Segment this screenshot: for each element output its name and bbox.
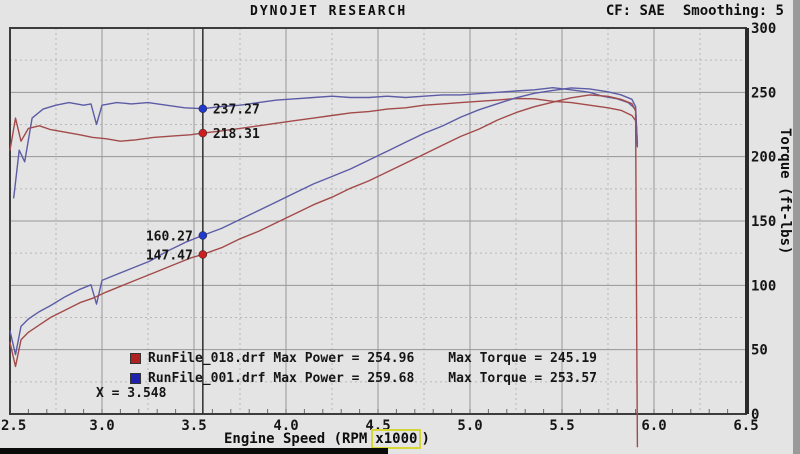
series-curve-runfile-018-power <box>9 94 639 448</box>
x-tick-label: 5.5 <box>549 418 574 434</box>
x-axis-label-text: Engine Speed (RPM <box>224 431 368 447</box>
x-axis-label: Engine Speed (RPM x1000) <box>224 429 430 449</box>
cursor-marker-runfile-001-torque <box>198 104 208 113</box>
x-axis-label-close: ) <box>421 431 430 447</box>
y-tick-label: 50 <box>751 343 768 359</box>
y-tick-label: 250 <box>751 85 776 101</box>
legend-max-power: Max Power = 259.68 <box>273 370 415 386</box>
x-tick-label: 5.0 <box>457 418 482 434</box>
correction-settings: CF: SAE Smoothing: 5 <box>606 3 784 19</box>
y-tick-label: 150 <box>751 214 776 230</box>
x-axis-label-highlight: x1000 <box>371 429 422 449</box>
x-tick-label: 3.0 <box>89 418 114 434</box>
legend-row-runfile-001: RunFile_001.drf Max Power = 259.68 Max T… <box>130 368 597 388</box>
y-axis-label-torque: Torque (ft-lbs) <box>777 128 793 255</box>
x-tick-label: 4.0 <box>273 418 298 434</box>
cursor-readout-value-runfile-001-torque: 237.27 <box>213 103 260 118</box>
legend-swatch-red <box>130 352 141 364</box>
y-tick-label: 200 <box>751 150 776 166</box>
page-title: DYNOJET RESEARCH <box>250 4 408 19</box>
cf-label: CF: SAE <box>605 3 665 19</box>
cursor-readout-value-runfile-018-power: 147.47 <box>146 248 193 263</box>
legend-row-runfile-018: RunFile_018.drf Max Power = 254.96 Max T… <box>130 348 597 368</box>
x-tick-label: 6.5 <box>733 418 758 434</box>
smoothing-label: Smoothing: 5 <box>682 3 784 19</box>
legend-max-power: Max Power = 254.96 <box>273 350 415 366</box>
legend-swatch-blue <box>130 372 141 384</box>
cursor-readout-value-runfile-001-power: 160.27 <box>146 229 193 244</box>
x-tick-label: 3.5 <box>181 418 206 434</box>
x-tick-label: 2.5 <box>1 418 26 434</box>
cursor-marker-runfile-018-torque <box>198 128 208 138</box>
screen-edge-strip <box>793 0 800 454</box>
x-tick-label: 4.5 <box>365 418 390 434</box>
legend-file-name: RunFile_018.drf <box>148 350 266 366</box>
y-tick-label: 300 <box>751 21 776 37</box>
series-curve-runfile-001-power <box>9 87 639 356</box>
legend-file-name: RunFile_001.drf <box>148 370 266 386</box>
legend: RunFile_018.drf Max Power = 254.96 Max T… <box>130 348 597 388</box>
cursor-x-readout: X = 3.548 <box>96 386 167 401</box>
legend-max-torque: Max Torque = 245.19 <box>448 350 598 366</box>
cursor-marker-runfile-018-power <box>198 250 208 259</box>
x-tick-label: 6.0 <box>641 418 666 434</box>
series-curve-runfile-018-torque <box>9 97 637 151</box>
series-curve-runfile-001-torque <box>12 86 639 199</box>
y-tick-label: 100 <box>751 278 776 294</box>
bottom-video-bar <box>0 448 388 454</box>
cursor-readout-value-runfile-018-torque: 218.31 <box>213 127 260 142</box>
y-tick-label: 0 <box>751 407 759 423</box>
legend-max-torque: Max Torque = 253.57 <box>448 370 598 386</box>
cursor-marker-runfile-001-power <box>198 231 208 240</box>
